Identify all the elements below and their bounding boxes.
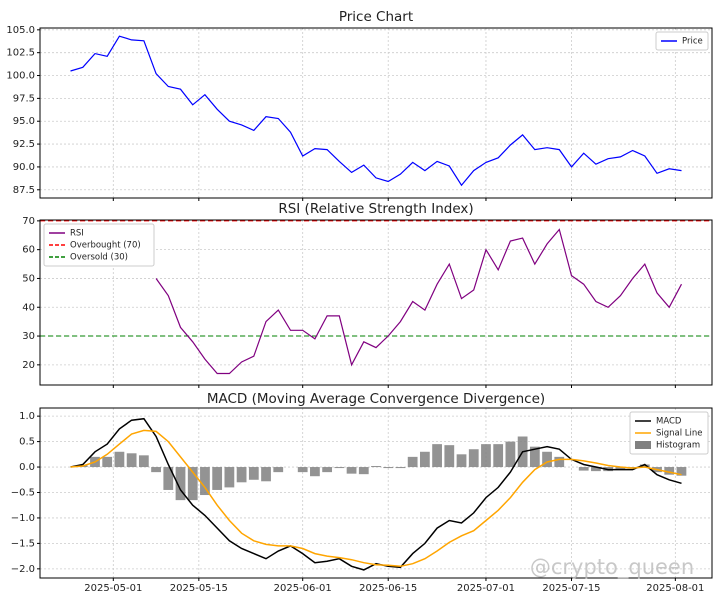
y-tick-label: 105.0	[6, 25, 35, 36]
histogram-bar	[261, 467, 271, 482]
legend-label: MACD	[656, 417, 682, 427]
histogram-bar	[273, 467, 284, 473]
y-tick-label: 70	[22, 216, 35, 227]
legend-box	[655, 31, 709, 51]
histogram-bar	[358, 467, 369, 475]
series-line	[70, 429, 682, 568]
histogram-bar	[310, 467, 320, 477]
histogram-bar	[444, 445, 455, 468]
y-tick-label: 50	[22, 273, 35, 284]
histogram-bar	[163, 467, 174, 490]
histogram-bar	[493, 444, 504, 468]
histogram-bar	[212, 467, 223, 490]
legend-label: Oversold (30)	[70, 253, 128, 263]
histogram-bar	[432, 444, 442, 468]
y-tick-label: −1.5	[11, 538, 35, 549]
histogram-bar	[419, 451, 430, 468]
legend-label: Price	[682, 37, 703, 47]
y-tick-label: 102.5	[6, 48, 35, 59]
plot-frame	[39, 407, 713, 579]
histogram-bar	[297, 467, 308, 473]
y-tick-label: 87.5	[13, 185, 35, 196]
histogram-bar	[542, 451, 552, 468]
histogram-bar	[505, 441, 516, 468]
histogram-bar	[456, 454, 467, 468]
y-tick-label: 95.0	[13, 116, 35, 127]
histogram-bar	[407, 456, 418, 468]
y-tick-label: 1.0	[19, 411, 35, 422]
panel-title: Price Chart	[339, 9, 413, 25]
legend-label: Histogram	[656, 441, 700, 451]
y-tick-label: 40	[22, 302, 35, 313]
histogram-bar	[639, 464, 650, 468]
legend: MACD Signal Line Histogram	[629, 411, 709, 455]
histogram-bar	[664, 467, 675, 475]
histogram-bar	[676, 467, 687, 476]
histogram-bar	[102, 456, 113, 468]
y-tick-label: 0.5	[19, 437, 35, 448]
y-tick-label: −0.5	[11, 487, 35, 498]
x-tick-label: 2025-06-01	[274, 583, 332, 593]
histogram-bar	[529, 446, 540, 468]
histogram-bar	[346, 467, 357, 474]
plot-frame	[39, 27, 713, 199]
histogram-bar	[481, 444, 491, 468]
panel-title: RSI (Relative Strength Index)	[278, 201, 473, 217]
legend-box	[43, 223, 155, 267]
histogram-bar	[200, 467, 210, 496]
histogram-bar	[371, 466, 381, 468]
legend-label: Signal Line	[656, 429, 703, 439]
histogram-bar	[151, 467, 161, 473]
y-tick-label: 97.5	[13, 93, 35, 104]
histogram-bar	[126, 453, 137, 468]
legend: Price	[655, 31, 709, 51]
histogram-bar	[554, 456, 565, 468]
y-tick-label: 20	[22, 360, 35, 371]
histogram-bar	[187, 467, 198, 501]
histogram-bar	[138, 455, 149, 468]
histogram-bar	[578, 467, 589, 471]
series-line	[70, 35, 682, 187]
y-tick-label: 100.0	[6, 71, 35, 82]
y-tick-label: 90.0	[13, 162, 35, 173]
histogram-bar	[322, 467, 333, 473]
histogram-bar	[615, 467, 626, 470]
histogram-bar	[248, 467, 259, 480]
watermark: @crypto_queen	[530, 555, 694, 580]
y-tick-label: 60	[22, 245, 35, 256]
histogram-bar	[591, 467, 601, 472]
y-tick-label: −2.0	[11, 564, 35, 575]
x-tick-label: 2025-05-01	[84, 583, 142, 593]
histogram-bar	[334, 467, 345, 469]
series-line	[70, 417, 682, 571]
x-tick-label: 2025-07-01	[457, 583, 515, 593]
legend-label: Overbought (70)	[70, 241, 141, 251]
x-tick-label: 2025-05-15	[170, 583, 228, 593]
x-tick-label: 2025-06-15	[359, 583, 417, 593]
histogram-bar	[395, 467, 406, 469]
series-line	[155, 228, 683, 375]
x-tick-label: 2025-08-01	[646, 583, 704, 593]
plot-frame	[39, 219, 713, 386]
histogram-bar	[114, 451, 125, 468]
y-tick-label: 92.5	[13, 139, 35, 150]
histogram-bar	[224, 467, 235, 488]
y-tick-label: −1.0	[11, 513, 35, 524]
legend-swatch	[635, 441, 651, 449]
legend-label: RSI	[70, 229, 84, 239]
histogram-bar	[468, 449, 479, 468]
legend: RSI Overbought (70) Oversold (30)	[43, 223, 155, 267]
y-tick-label: 30	[22, 331, 35, 342]
x-tick-label: 2025-07-15	[542, 583, 600, 593]
panel-title: MACD (Moving Average Convergence Diverge…	[207, 391, 545, 407]
y-tick-label: 0.0	[19, 462, 35, 473]
histogram-bar	[383, 467, 394, 469]
histogram-bar	[236, 467, 247, 483]
histogram-bar	[175, 467, 186, 501]
